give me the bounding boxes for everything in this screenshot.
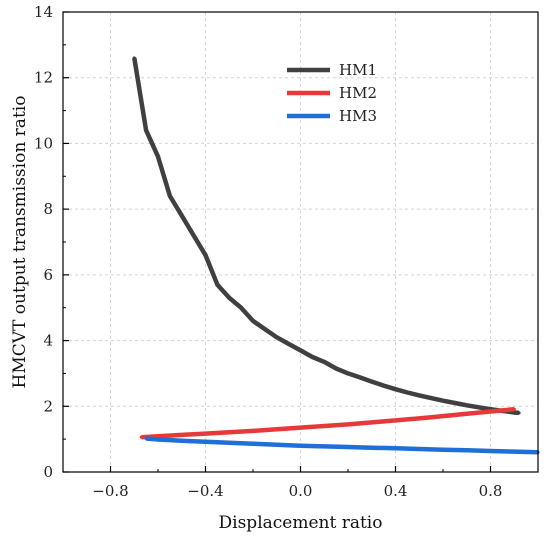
data-point-hm1: [156, 154, 160, 159]
y-tick-label: 8: [43, 200, 53, 218]
data-point-hm2: [441, 414, 445, 418]
legend-label-hm3: HM3: [339, 107, 377, 125]
data-point-hm2: [512, 407, 516, 411]
data-point-hm2: [275, 427, 279, 431]
legend-label-hm2: HM2: [339, 84, 377, 102]
data-point-hm1: [358, 375, 362, 379]
data-point-hm1: [239, 306, 243, 310]
data-point-hm2: [393, 418, 398, 423]
series-lines: [132, 56, 540, 455]
data-point-hm2: [488, 409, 493, 414]
data-point-hm3: [227, 441, 231, 445]
data-point-hm1: [370, 380, 374, 384]
data-point-hm2: [370, 420, 374, 424]
data-point-hm3: [488, 449, 493, 453]
data-point-hm2: [417, 416, 421, 421]
data-point-hm1: [251, 319, 255, 323]
data-point-hm1: [441, 399, 445, 403]
y-tick-label: 10: [34, 134, 53, 152]
data-point-hm2: [465, 412, 469, 416]
data-point-hm1: [334, 366, 338, 371]
data-point-hm1: [429, 396, 433, 400]
axis-ticks: −0.8 −0.4 0.0 0.4 0.8 0 2 4 6 8 10 12 14: [34, 3, 539, 500]
data-point-hm1: [417, 393, 421, 398]
data-point-hm2: [139, 435, 143, 439]
data-point-hm3: [251, 442, 255, 446]
data-point-hm1: [322, 360, 326, 364]
data-point-hm3: [465, 448, 469, 452]
data-point-hm2: [298, 426, 303, 430]
data-point-hm2: [180, 433, 184, 437]
data-point-hm3: [180, 439, 184, 443]
x-tick-label: 0.4: [384, 482, 408, 500]
data-point-hm1: [275, 335, 279, 339]
data-point-hm1: [263, 327, 267, 331]
x-tick-label: 0.0: [289, 482, 313, 500]
y-tick-label: 6: [43, 266, 53, 284]
data-point-hm3: [156, 437, 160, 442]
data-point-hm3: [322, 444, 326, 448]
data-point-hm1: [227, 296, 231, 300]
data-point-hm1: [180, 214, 184, 218]
y-tick-label: 0: [43, 463, 53, 481]
series-line-hm1: [132, 57, 520, 416]
data-point-hm1: [287, 342, 291, 346]
data-point-hm1: [465, 403, 469, 407]
y-tick-label: 4: [43, 332, 53, 350]
data-point-hm3: [346, 445, 350, 449]
data-point-hm2: [346, 422, 350, 426]
data-point-hm1: [310, 355, 314, 359]
grid-lines: [63, 12, 538, 472]
data-point-hm3: [298, 444, 303, 448]
data-point-hm1: [298, 348, 303, 353]
data-point-hm2: [156, 434, 160, 438]
data-point-hm3: [393, 446, 398, 450]
x-tick-label: 0.8: [479, 482, 503, 500]
series-line-hm3: [145, 436, 539, 455]
data-point-hm1: [512, 410, 516, 415]
data-point-hm1: [393, 387, 398, 391]
data-point-hm3: [370, 446, 374, 450]
data-point-hm1: [382, 383, 386, 388]
data-point-hm1: [477, 405, 481, 409]
data-point-hm3: [144, 436, 148, 441]
y-axis-label: HMCVT output transmission ratio: [10, 96, 30, 389]
data-point-hm1: [203, 253, 208, 257]
x-axis-label: Displacement ratio: [219, 513, 383, 533]
data-point-hm1: [346, 371, 350, 376]
data-point-hm3: [512, 450, 516, 454]
data-point-hm1: [168, 194, 172, 198]
data-point-hm3: [441, 448, 445, 452]
data-point-hm3: [275, 443, 279, 447]
data-point-hm1: [192, 233, 196, 238]
data-point-hm1: [215, 283, 219, 287]
data-point-hm1: [132, 56, 136, 60]
series-line-hm2: [141, 406, 515, 440]
data-point-hm1: [453, 401, 457, 405]
data-point-hm1: [144, 128, 148, 132]
data-point-hm3: [417, 447, 421, 451]
legend: HM1 HM2 HM3: [287, 61, 377, 125]
legend-label-hm1: HM1: [339, 61, 377, 79]
data-point-hm2: [203, 431, 208, 436]
y-tick-label: 14: [34, 3, 53, 21]
data-point-hm1: [405, 390, 409, 395]
data-point-hm2: [251, 429, 255, 433]
data-point-hm1: [517, 411, 521, 415]
x-tick-label: −0.4: [187, 482, 223, 500]
data-point-hm2: [227, 430, 231, 434]
data-point-hm2: [322, 424, 326, 428]
y-tick-label: 2: [43, 397, 53, 415]
x-tick-label: −0.8: [92, 482, 128, 500]
data-point-hm3: [203, 440, 208, 444]
y-tick-label: 12: [34, 69, 53, 87]
